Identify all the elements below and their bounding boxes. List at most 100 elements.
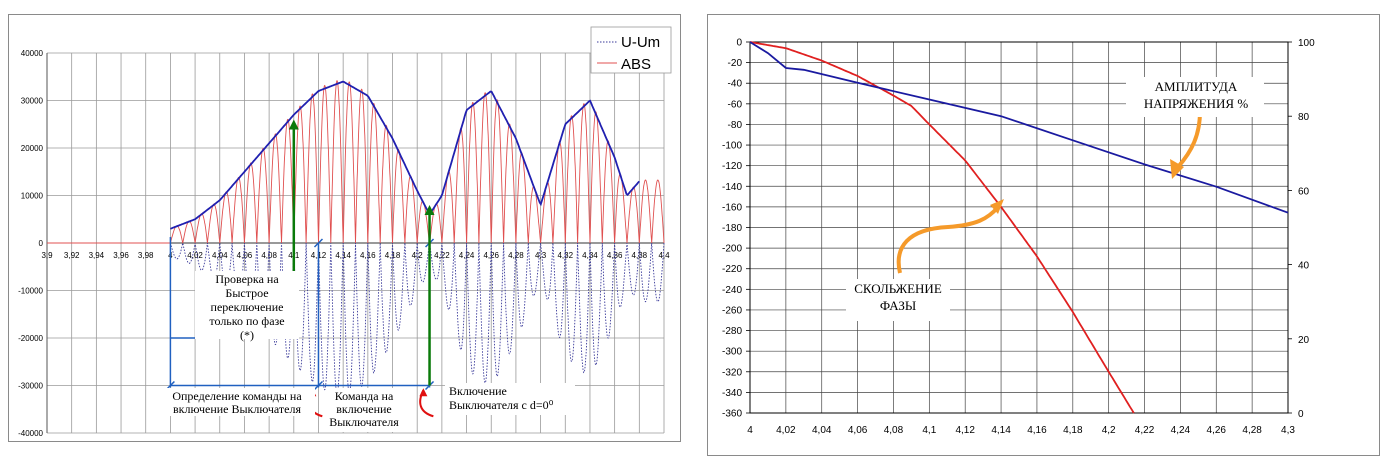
y-tick-label: -100	[722, 141, 742, 152]
x-tick-label: 4,02	[187, 251, 203, 260]
series-amplitude-line	[749, 41, 1289, 214]
annotation-fast-transfer-line: только по фазе	[209, 314, 284, 328]
x-tick-label: 4,2	[412, 251, 424, 260]
red-arrow-close-head	[419, 388, 428, 397]
annotation-fast-transfer-line: переключение	[211, 300, 284, 314]
y2-tick-label: 60	[1298, 186, 1310, 197]
y2-tick-label: 100	[1298, 38, 1315, 49]
annotation-close-command-bg	[327, 388, 403, 432]
y-tick-label: 10000	[21, 192, 44, 201]
annotation-breaker-close-bg	[445, 383, 575, 415]
annotation-amplitude-bg	[1126, 77, 1264, 117]
x-tick-label: 4,16	[1027, 425, 1047, 436]
y-tick-label: -20	[728, 58, 743, 69]
y-tick-label: -200	[722, 244, 742, 255]
x-tick-label: 4,12	[955, 425, 975, 436]
y-tick-label: -320	[722, 367, 742, 378]
y-tick-label: 0	[736, 38, 742, 49]
orange-arrow-phase-slip	[896, 205, 1000, 274]
x-tick-label: 4,24	[1171, 425, 1191, 436]
phase-slip-chart: 4 4,02 4,04 4,06 4,08 4,1 4,12 4,14 4,16 4,18 4,2 4…	[722, 38, 1315, 437]
annotation-close-command-line: включение	[336, 402, 392, 416]
x-tick-label: 4,26	[483, 251, 499, 260]
x-tick-label: 4,4	[658, 251, 670, 260]
y-tick-label: -120	[722, 161, 742, 172]
orange-arrow-amplitude	[1176, 110, 1202, 169]
y2-tick-label: 20	[1298, 335, 1310, 346]
left-chart-panel: 40000 30000 20000 10000 0 -10000 -20000 -30000 -…	[8, 14, 681, 442]
green-arrow-head	[288, 119, 299, 130]
legend-box	[590, 26, 672, 74]
x-tick-label: 4,08	[884, 425, 904, 436]
orange-arrow-phase-slip-head	[990, 199, 1004, 214]
y-tick-label: 0	[39, 239, 44, 248]
annotation-phase-slip-line: СКОЛЬЖЕНИЕ	[854, 281, 942, 296]
annotation-phase-slip-bg	[846, 279, 950, 321]
x-tick-label: 4,22	[434, 251, 450, 260]
x-tick-label: 4,3	[1281, 425, 1295, 436]
series-phase-slip-line	[749, 41, 1135, 414]
legend-label-u-um: U-Um	[621, 34, 660, 51]
x-tick-label: 4	[747, 425, 753, 436]
bracket-marker	[313, 238, 324, 248]
annotation-command-determination-line: включение Выключателя	[173, 402, 302, 416]
x-tick-label: 4,04	[812, 425, 832, 436]
series-abs-line	[47, 80, 665, 244]
x-tick-label: 4,28	[1242, 425, 1262, 436]
y-tick-label: -280	[722, 326, 742, 337]
annotation-fast-transfer-line: Проверка на	[215, 272, 279, 286]
x-tick-label: 4,28	[508, 251, 524, 260]
y2-tick-label: 0	[1298, 409, 1304, 420]
green-arrow-head	[424, 205, 435, 215]
y-tick-label: 30000	[21, 97, 44, 106]
x-tick-label: 3,92	[64, 251, 80, 260]
x-tick-label: 4,26	[1207, 425, 1227, 436]
annotation-close-command-line: Команда на	[335, 389, 394, 403]
annotation-fast-transfer-bg	[195, 271, 299, 339]
annotation-amplitude-line: АМПЛИТУДА	[1155, 79, 1238, 94]
annotation-breaker-close-line: Включение	[449, 384, 507, 398]
legend: U-Um ABS	[590, 26, 672, 74]
x-tick-label: 3,96	[113, 251, 129, 260]
orange-arrow-amplitude-head	[1170, 159, 1184, 179]
y-tick-label: 20000	[21, 144, 44, 153]
plot-frame	[749, 41, 1289, 414]
envelope-line	[170, 80, 640, 230]
x-tick-label: 4,06	[237, 251, 253, 260]
annotation-close-command-line: Выключателя	[329, 415, 399, 429]
legend-label-abs: ABS	[621, 56, 651, 73]
x-tick-label: 4,38	[632, 251, 648, 260]
x-tick-label: 4,2	[1102, 425, 1116, 436]
y-tick-label: -300	[722, 347, 742, 358]
annotation-command-determination-line: Определение команды на	[172, 389, 302, 403]
x-tick-label: 4,1	[922, 425, 936, 436]
x-tick-label: 4,04	[212, 251, 228, 260]
annotation-amplitude-line: НАПРЯЖЕНИЯ %	[1144, 96, 1249, 111]
x-tick-label: 4,22	[1135, 425, 1155, 436]
y-tick-label: -20000	[18, 334, 43, 343]
bracket-marker	[313, 380, 324, 391]
x-tick-label: 4,24	[459, 251, 475, 260]
x-tick-label: 4,06	[848, 425, 868, 436]
y-tick-label: -180	[722, 223, 742, 234]
annotation-fast-transfer-line: (*)	[240, 328, 254, 342]
x-tick-label: 3,98	[138, 251, 154, 260]
voltage-chart: 40000 30000 20000 10000 0 -10000 -20000 -30000 -…	[18, 26, 672, 438]
y-tick-label: -240	[722, 285, 742, 296]
y-tick-label: -160	[722, 202, 742, 213]
annotation-command-determination-bg	[159, 388, 315, 416]
series-u-um-line	[47, 242, 665, 395]
y-tick-label: -60	[728, 99, 743, 110]
right-chart-panel: 4 4,02 4,04 4,06 4,08 4,1 4,12 4,14 4,16 4,18 4,2 4…	[707, 14, 1380, 456]
x-tick-label: 4,3	[535, 251, 547, 260]
x-tick-label: 3,94	[89, 251, 105, 260]
annotation-phase-slip-line: ФАЗЫ	[880, 298, 916, 313]
y-tick-label: -340	[722, 388, 742, 399]
x-tick-label: 4,34	[582, 251, 598, 260]
y-tick-label: -40	[728, 79, 743, 90]
y-tick-label: -220	[722, 264, 742, 275]
y2-tick-label: 80	[1298, 112, 1310, 123]
y-tick-label: -40000	[18, 429, 43, 438]
x-tick-label: 4,18	[1063, 425, 1083, 436]
y-tick-label: -140	[722, 182, 742, 193]
